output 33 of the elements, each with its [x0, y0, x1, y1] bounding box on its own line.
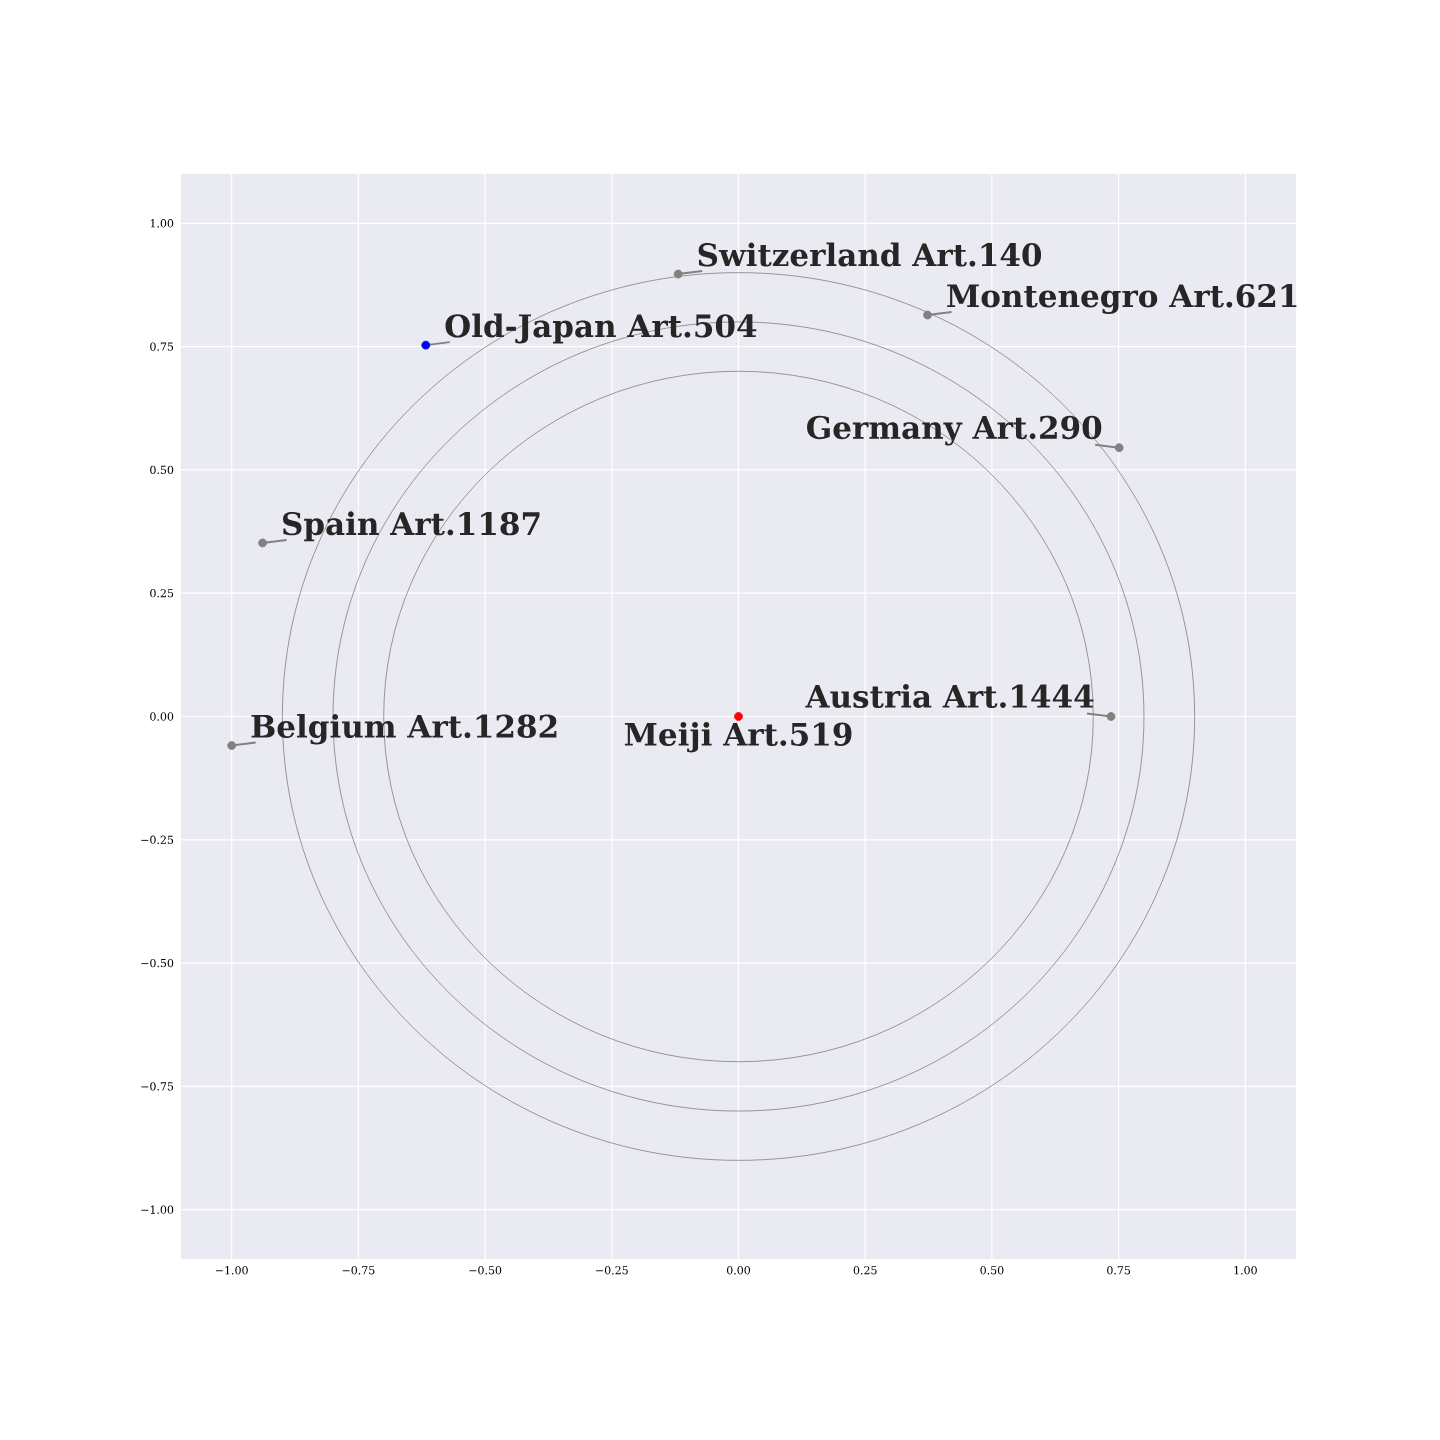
y-tick-label: 0.00: [150, 712, 174, 721]
y-tick-label: −0.25: [141, 835, 174, 844]
point: [1106, 712, 1116, 721]
y-tick-label: 0.25: [150, 589, 174, 598]
point: [923, 310, 932, 320]
point: [227, 741, 237, 750]
annotation: Switzerland Art.140: [698, 242, 1042, 267]
y-tick-label: 0.75: [150, 342, 174, 351]
annotation: Montenegro Art.621: [947, 284, 1297, 314]
annotation: Meiji Art.519: [624, 721, 852, 753]
y-tick-label: −1.00: [141, 1205, 174, 1214]
x-tick-label: −0.25: [596, 1266, 628, 1275]
annotation: Belgium Art.1282: [251, 714, 557, 745]
point: [673, 269, 683, 279]
x-tick-label: 0.75: [1107, 1266, 1131, 1275]
point: [421, 340, 431, 350]
point: [1114, 443, 1124, 453]
x-tick-label: 1.00: [1234, 1266, 1257, 1275]
x-tick-label: −0.50: [469, 1266, 502, 1275]
x-tick-label: 0.00: [726, 1266, 751, 1275]
y-tick-label: 1.00: [150, 219, 174, 228]
x-tick-label: −1.00: [215, 1266, 248, 1275]
x-tick-label: 0.50: [980, 1266, 1004, 1275]
annotation: Germany Art.290: [807, 415, 1102, 446]
y-tick-label: 0.50: [150, 465, 174, 475]
x-tick-label: 0.25: [853, 1266, 877, 1275]
y-tick-label: −0.50: [141, 958, 174, 968]
point: [258, 538, 267, 548]
x-tick-label: −0.75: [342, 1266, 375, 1275]
annotation: Old-Japan Art.504: [445, 313, 757, 344]
annotation: Austria Art.1444: [805, 683, 1094, 708]
annotation: Spain Art.1187: [283, 511, 540, 542]
y-tick-label: −0.75: [141, 1082, 174, 1091]
